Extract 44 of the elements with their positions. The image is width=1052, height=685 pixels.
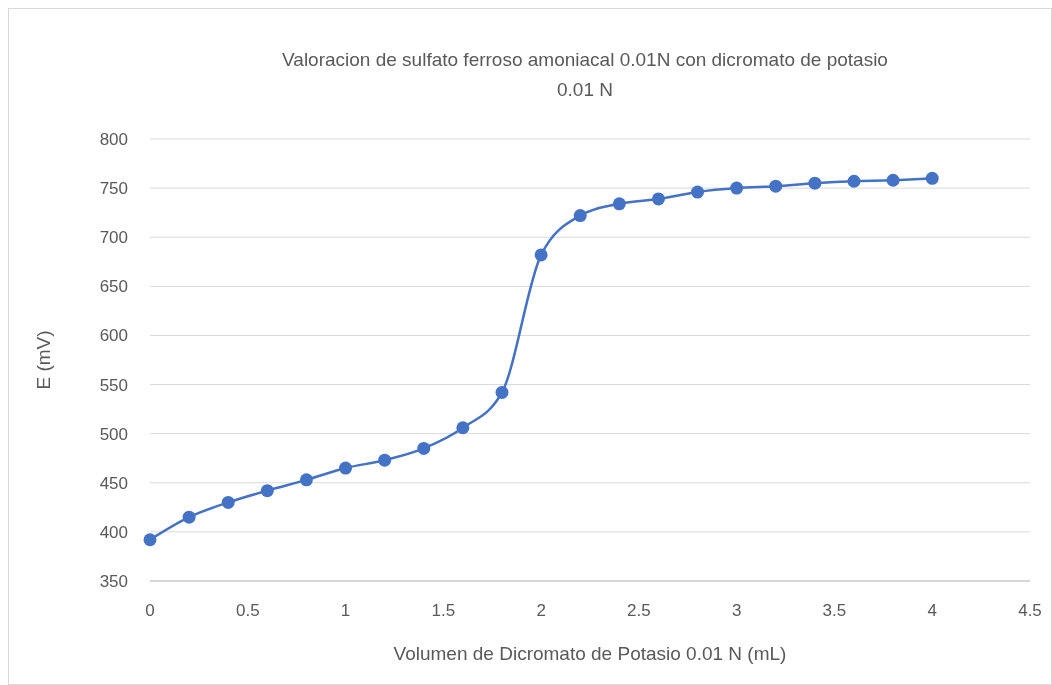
point: [730, 181, 744, 195]
point: [925, 171, 939, 185]
point: [651, 192, 665, 206]
y-tick-label: 450: [99, 473, 128, 493]
point: [495, 385, 509, 399]
x-tick-label: 1: [340, 601, 351, 620]
x-tick-label: 3: [731, 601, 742, 620]
x-tick-label: 4: [927, 601, 937, 620]
point: [691, 185, 705, 199]
y-tick-label: 600: [99, 326, 128, 346]
y-axis-title: E (mV): [33, 330, 54, 390]
point: [886, 173, 900, 187]
y-tick-label: 800: [99, 130, 128, 149]
point: [456, 421, 470, 435]
point: [847, 174, 861, 188]
x-tick-label: 0.5: [235, 601, 260, 620]
x-tick-label: 2: [536, 601, 546, 620]
point: [260, 484, 274, 498]
point: [143, 533, 157, 547]
point: [417, 441, 431, 455]
y-tick-label: 700: [99, 228, 128, 248]
point: [221, 495, 235, 509]
point: [573, 209, 587, 223]
point: [534, 248, 548, 262]
point: [299, 473, 313, 487]
y-tick-label: 750: [99, 179, 128, 199]
point: [612, 197, 626, 211]
point: [808, 176, 822, 190]
x-axis-title: Volumen de Dicromato de Potasio 0.01 N (mL): [393, 643, 787, 664]
x-tick-label: 2.5: [627, 601, 651, 620]
x-tick-label: 0: [145, 601, 155, 620]
point: [769, 179, 783, 193]
y-tick-label: 550: [99, 375, 128, 395]
y-tick-label: 350: [99, 572, 128, 591]
point: [182, 510, 196, 524]
y-tick-label: 400: [99, 522, 128, 542]
y-tick-label: 650: [99, 277, 128, 297]
point: [378, 453, 392, 467]
point: [339, 461, 353, 475]
x-tick-label: 1.5: [431, 601, 456, 620]
chart-title: Valoracion de sulfato ferroso amoniacal 0.01N con dicromato de potasio 0.01 N: [282, 49, 888, 100]
y-tick-label: 500: [99, 424, 128, 444]
x-tick-label: 3.5: [822, 601, 847, 620]
x-tick-label: 4.5: [1018, 601, 1042, 620]
